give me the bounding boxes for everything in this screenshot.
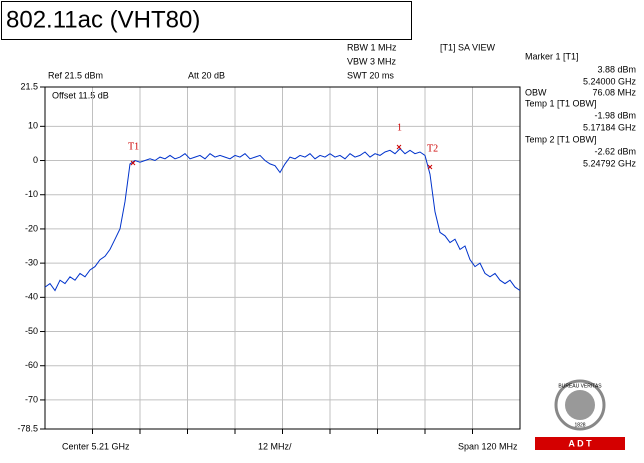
info-value: 5.17184 GHz <box>583 122 637 132</box>
span: Span 120 MHz <box>458 441 518 451</box>
marker-label: T2 <box>427 143 438 154</box>
marker-label: T1 <box>128 141 139 152</box>
plot-frame <box>44 86 521 430</box>
y-tick-label: -10 <box>25 189 38 199</box>
rbw: RBW 1 MHz <box>347 42 397 52</box>
y-tick-label: 21.5 <box>20 81 38 91</box>
info-label: Marker 1 [T1] <box>525 51 579 61</box>
info-value: 3.88 dBm <box>597 64 636 74</box>
view: [T1] SA VIEW <box>440 42 496 52</box>
info-value: 76.08 MHz <box>592 87 636 97</box>
y-tick-label: -78.5 <box>17 423 38 433</box>
title: 802.11ac (VHT80) <box>6 6 200 33</box>
logo-adt: A D T <box>568 438 592 448</box>
y-tick-label: -70 <box>25 394 38 404</box>
y-tick-label: 0 <box>33 155 38 165</box>
title-box <box>1 1 412 40</box>
y-tick-label: -40 <box>25 292 38 302</box>
offset: Offset 11.5 dB <box>52 90 109 100</box>
ref-level: Ref 21.5 dBm <box>48 70 103 80</box>
swt: SWT 20 ms <box>347 70 394 80</box>
center-freq: Center 5.21 GHz <box>62 441 130 451</box>
marker-x <box>427 164 433 170</box>
info-value: -1.98 dBm <box>594 110 636 120</box>
attenuation: Att 20 dB <box>188 70 225 80</box>
logo-year: 1828 <box>574 422 585 428</box>
info-value: 5.24792 GHz <box>583 158 637 168</box>
info-label: OBW <box>525 87 547 97</box>
y-tick-label: -60 <box>25 360 38 370</box>
marker-label: 1 <box>397 122 402 133</box>
y-tick-label: -50 <box>25 326 38 336</box>
div-scale: 12 MHz/ <box>258 441 292 451</box>
y-tick-label: -20 <box>25 223 38 233</box>
y-tick-label: 10 <box>28 121 38 131</box>
logo: BUREAU VERITAS 1828 A D T <box>535 379 625 450</box>
info-value: 5.24000 GHz <box>583 76 637 86</box>
logo-center <box>565 390 595 420</box>
y-tick-label: -30 <box>25 258 38 268</box>
logo-bar <box>535 437 625 450</box>
info-label: Temp 1 [T1 OBW] <box>525 98 597 108</box>
trace <box>44 147 521 292</box>
marker-x <box>396 144 402 150</box>
marker-x <box>130 160 136 166</box>
info-value: -2.62 dBm <box>594 146 636 156</box>
vbw: VBW 3 MHz <box>347 56 397 66</box>
info-label: Temp 2 [T1 OBW] <box>525 134 597 144</box>
logo-text: BUREAU VERITAS <box>558 383 602 389</box>
